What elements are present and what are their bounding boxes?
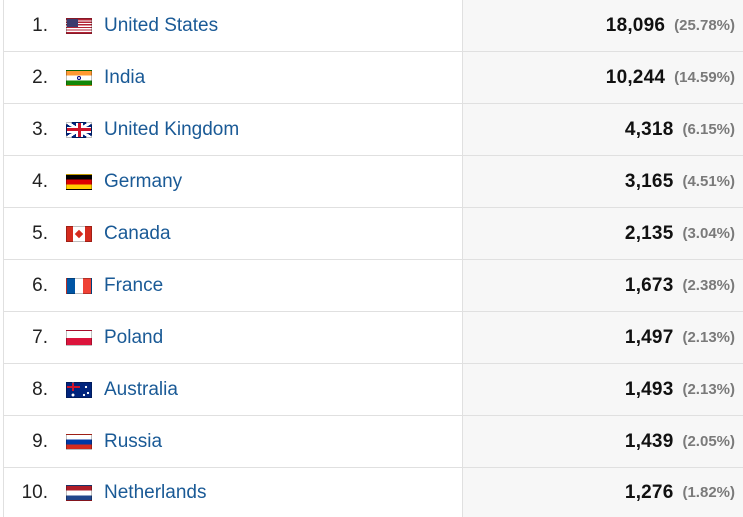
netherlands-flag-icon [66, 484, 92, 501]
metric-cell: 3,165 (4.51%) [463, 156, 743, 207]
table-row: 6. France 1,673 (2.38%) [4, 260, 743, 312]
row-rank: 4. [32, 170, 48, 192]
table-row: 1. United States 18,096 (25.78%) [4, 0, 743, 52]
dimension-cell: 9. Russia [4, 416, 463, 467]
metric-value: 2,135 [624, 222, 674, 244]
metric-percent: (6.15%) [682, 121, 735, 138]
metric-percent: (1.82%) [682, 484, 735, 501]
country-link[interactable]: France [104, 274, 164, 296]
metric-value: 10,244 [605, 66, 666, 88]
row-rank: 7. [32, 326, 48, 348]
metric-cell: 18,096 (25.78%) [463, 0, 743, 51]
table-row: 8. Australia 1,493 (2.13%) [4, 364, 743, 416]
dimension-cell: 2. India [4, 52, 463, 103]
germany-flag-icon [66, 173, 92, 190]
metric-value: 1,276 [624, 481, 674, 503]
metric-cell: 1,673 (2.38%) [463, 260, 743, 311]
poland-flag-icon [66, 329, 92, 346]
row-rank: 9. [32, 430, 48, 452]
table-row: 7. Poland 1,497 (2.13%) [4, 312, 743, 364]
dimension-cell: 8. Australia [4, 364, 463, 415]
metric-percent: (2.38%) [682, 277, 735, 294]
metric-value: 1,497 [624, 326, 674, 348]
uk-flag-icon [66, 121, 92, 138]
metric-value: 4,318 [624, 118, 674, 140]
canada-flag-icon [66, 225, 92, 242]
metric-value: 1,493 [624, 378, 674, 400]
dimension-cell: 5. Canada [4, 208, 463, 259]
row-rank: 1. [32, 14, 48, 36]
metric-value: 3,165 [624, 170, 674, 192]
dimension-cell: 3. United Kingdom [4, 104, 463, 155]
metric-percent: (2.13%) [682, 381, 735, 398]
metric-cell: 2,135 (3.04%) [463, 208, 743, 259]
row-rank: 6. [32, 274, 48, 296]
metric-cell: 1,276 (1.82%) [463, 468, 743, 517]
us-flag-icon [66, 17, 92, 34]
country-link[interactable]: India [104, 66, 146, 88]
country-link[interactable]: Canada [104, 222, 171, 244]
dimension-cell: 1. United States [4, 0, 463, 51]
metric-value: 1,439 [624, 430, 674, 452]
metric-cell: 1,439 (2.05%) [463, 416, 743, 467]
row-rank: 8. [32, 378, 48, 400]
india-flag-icon [66, 69, 92, 86]
country-link[interactable]: Germany [104, 170, 183, 192]
country-link[interactable]: United States [104, 14, 219, 36]
metric-percent: (3.04%) [682, 225, 735, 242]
country-link[interactable]: Australia [104, 378, 178, 400]
metric-value: 1,673 [624, 274, 674, 296]
australia-flag-icon [66, 381, 92, 398]
table-row: 4. Germany 3,165 (4.51%) [4, 156, 743, 208]
table-row: 9. Russia 1,439 (2.05%) [4, 416, 743, 468]
dimension-cell: 10. Netherlands [4, 468, 463, 517]
row-rank: 3. [32, 118, 48, 140]
metric-cell: 4,318 (6.15%) [463, 104, 743, 155]
dimension-cell: 4. Germany [4, 156, 463, 207]
table-row: 3. United Kingdom 4,318 (6.15%) [4, 104, 743, 156]
table-row: 5. Canada 2,135 (3.04%) [4, 208, 743, 260]
dimension-cell: 6. France [4, 260, 463, 311]
dimension-cell: 7. Poland [4, 312, 463, 363]
france-flag-icon [66, 277, 92, 294]
row-rank: 2. [32, 66, 48, 88]
metric-cell: 10,244 (14.59%) [463, 52, 743, 103]
metric-cell: 1,493 (2.13%) [463, 364, 743, 415]
row-rank: 10. [21, 481, 48, 503]
row-rank: 5. [32, 222, 48, 244]
russia-flag-icon [66, 433, 92, 450]
metric-value: 18,096 [605, 14, 666, 36]
table-row: 10. Netherlands 1,276 (1.82%) [4, 468, 743, 517]
metric-percent: (25.78%) [674, 17, 735, 34]
metric-percent: (2.05%) [682, 433, 735, 450]
metric-cell: 1,497 (2.13%) [463, 312, 743, 363]
metric-percent: (2.13%) [682, 329, 735, 346]
country-link[interactable]: Russia [104, 430, 163, 452]
country-link[interactable]: United Kingdom [104, 118, 240, 140]
table-row: 2. India 10,244 (14.59%) [4, 52, 743, 104]
country-link[interactable]: Netherlands [104, 481, 207, 503]
metric-percent: (4.51%) [682, 173, 735, 190]
metric-percent: (14.59%) [674, 69, 735, 86]
country-link[interactable]: Poland [104, 326, 164, 348]
